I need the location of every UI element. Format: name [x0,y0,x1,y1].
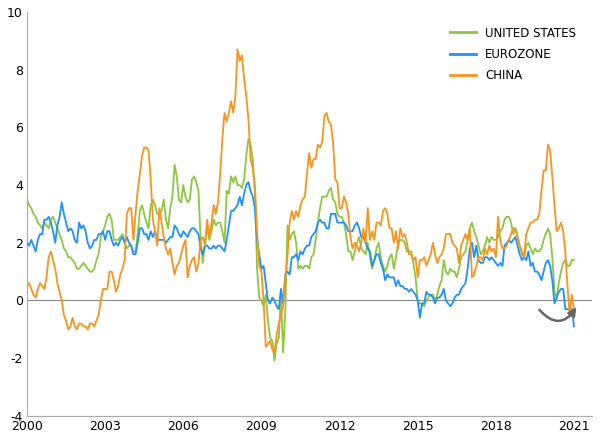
Legend: UNITED STATES, EUROZONE, CHINA: UNITED STATES, EUROZONE, CHINA [445,22,581,87]
